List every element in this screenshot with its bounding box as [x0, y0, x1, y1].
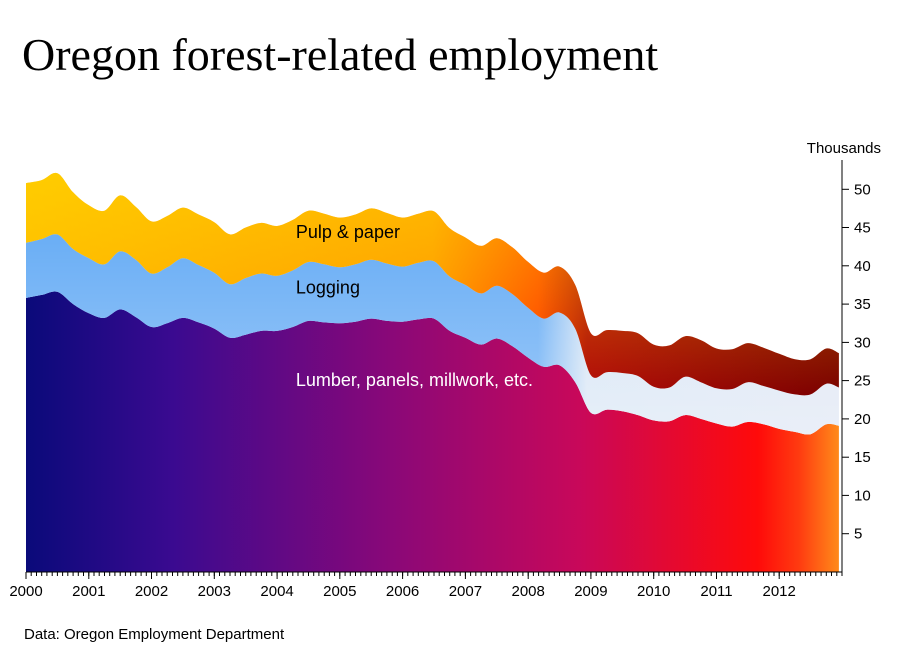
y-tick-label: 30	[854, 334, 871, 351]
area-lumber-panels-millwork	[26, 291, 839, 572]
x-tick-label: 2000	[9, 583, 42, 600]
y-tick-label: 40	[854, 258, 871, 275]
y-tick-label: 25	[854, 373, 871, 390]
area-logging-shade	[26, 234, 839, 435]
x-tick-label: 2005	[323, 583, 356, 600]
y-tick-label: 5	[854, 526, 862, 543]
y-tick-label: 10	[854, 487, 871, 504]
x-tick-label: 2007	[449, 583, 482, 600]
x-tick-label: 2008	[512, 583, 545, 600]
x-tick-label: 2012	[763, 583, 796, 600]
label-pulp-paper: Pulp & paper	[296, 222, 400, 242]
x-tick-label: 2010	[637, 583, 670, 600]
label-lumber: Lumber, panels, millwork, etc.	[296, 370, 533, 390]
y-axis-label: Thousands	[807, 140, 881, 157]
x-tick-label: 2001	[72, 583, 105, 600]
x-tick-label: 2002	[135, 583, 168, 600]
y-tick-label: 35	[854, 296, 871, 313]
area-pulp-paper-shade	[26, 172, 839, 396]
x-tick-label: 2004	[260, 583, 293, 600]
label-logging: Logging	[296, 277, 360, 297]
chart-title: Oregon forest-related employment	[22, 29, 659, 80]
x-tick-label: 2003	[198, 583, 231, 600]
x-tick-label: 2006	[386, 583, 419, 600]
y-tick-label: 50	[854, 181, 871, 198]
x-tick-label: 2011	[700, 583, 732, 600]
source-note: Data: Oregon Employment Department	[24, 626, 285, 643]
y-tick-label: 45	[854, 220, 871, 237]
x-tick-label: 2009	[574, 583, 607, 600]
y-tick-label: 15	[854, 449, 871, 466]
y-tick-label: 20	[854, 411, 871, 428]
